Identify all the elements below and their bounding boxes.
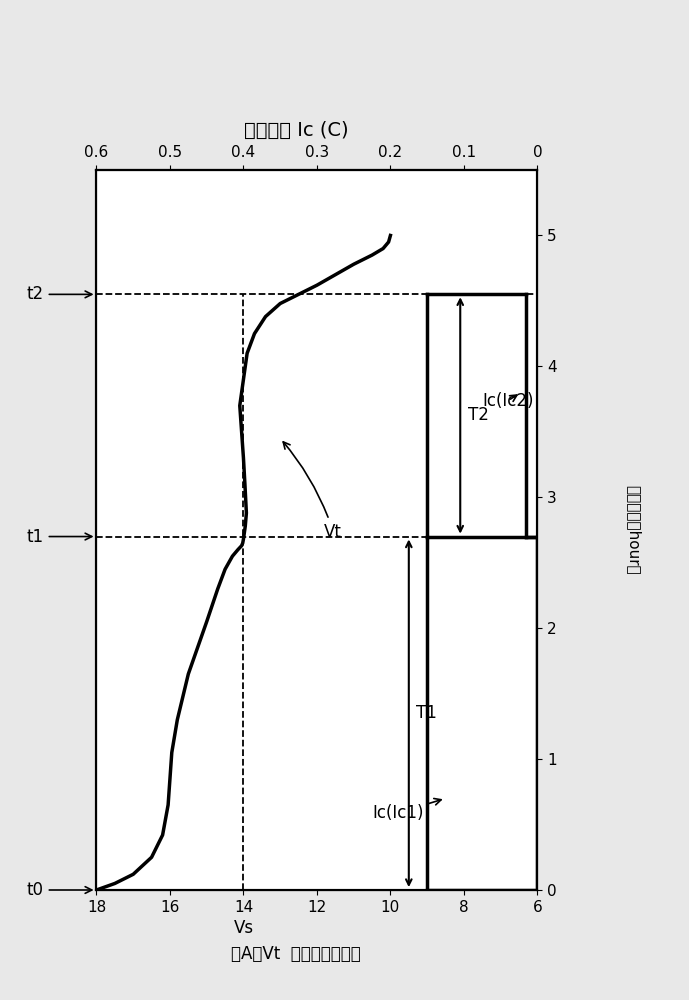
Text: Vt: Vt: [283, 442, 342, 541]
Text: Ic(Ic2): Ic(Ic2): [482, 392, 534, 410]
Text: t2: t2: [27, 285, 92, 303]
Text: 充电时间（hour）: 充电时间（hour）: [626, 485, 641, 575]
Text: T2: T2: [468, 406, 489, 424]
Text: t0: t0: [27, 881, 92, 899]
Text: T1: T1: [416, 704, 437, 722]
Text: Ic(Ic1): Ic(Ic1): [372, 798, 441, 822]
Text: 充电电流 Ic (C): 充电电流 Ic (C): [244, 121, 349, 140]
Text: t1: t1: [27, 528, 92, 546]
Text: Vs: Vs: [234, 919, 254, 937]
Text: （A）Vt  电池上端部电压: （A）Vt 电池上端部电压: [232, 945, 361, 963]
